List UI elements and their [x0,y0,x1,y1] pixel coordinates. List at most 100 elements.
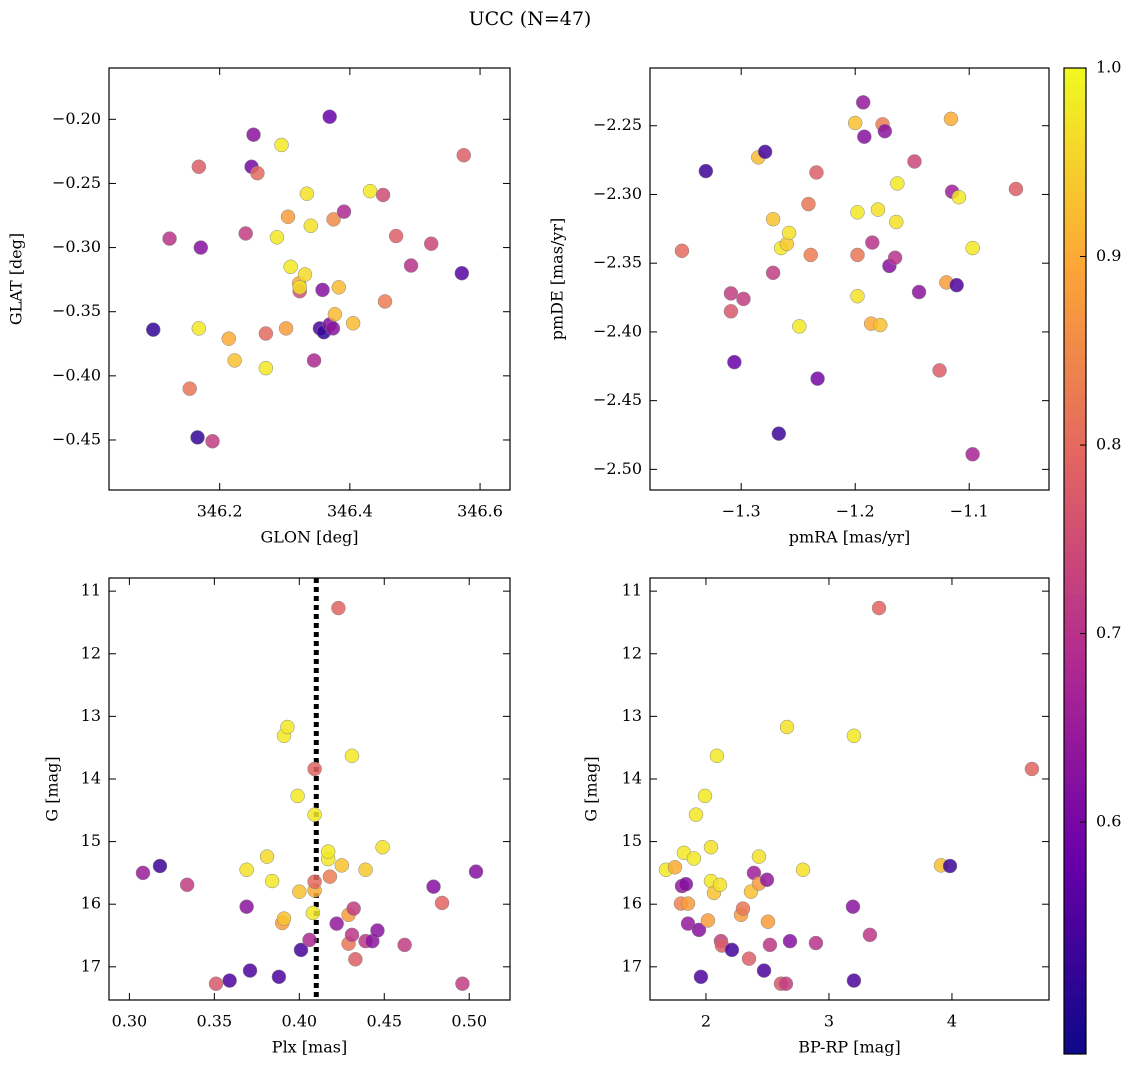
y-tick-label: −2.40 [593,321,642,340]
x-axis-label: BP-RP [mag] [798,1038,900,1057]
colorbar-swatch [1064,971,1086,981]
point [345,316,361,331]
colorbar-swatch [1064,503,1086,513]
colorbar-swatch [1064,511,1086,521]
point [727,354,742,370]
y-tick-label: 11 [81,581,101,600]
point [250,165,265,181]
colorbar-swatch [1064,799,1086,808]
colorbar-swatch [1064,980,1086,989]
y-tick-label: 17 [81,956,101,975]
colorbar-tick-label: 0.6 [1096,812,1121,831]
y-tick-label: 13 [622,706,642,725]
point [269,230,285,245]
colorbar-tick-label: 0.7 [1096,623,1121,642]
point [403,258,419,273]
point [302,932,317,948]
colorbar-swatch [1064,667,1086,677]
colorbar-swatch [1064,930,1086,940]
point [299,186,315,201]
point [293,942,309,958]
colorbar-swatch [1064,330,1086,340]
y-tick-label: 17 [622,956,642,975]
y-tick-label: 16 [622,894,642,913]
point [454,265,470,281]
point [871,600,887,616]
colorbar-swatch [1064,84,1086,94]
colorbar-frame [1063,67,1087,1055]
colorbar-swatch [1064,651,1086,661]
point [146,322,161,337]
point [801,196,816,212]
colorbar-swatch [1064,938,1086,948]
y-tick-label: 11 [622,581,642,600]
point [741,951,757,966]
colorbar-swatch [1064,659,1086,669]
point [778,976,794,991]
point [162,231,177,246]
colorbar-swatch [1064,306,1086,315]
point [205,434,220,449]
point [792,319,807,334]
colorbar-swatch [1064,199,1086,209]
colorbar-swatch [1064,733,1086,743]
colorbar-swatch [1064,68,1086,77]
colorbar-swatch [1064,947,1086,956]
point [809,165,824,180]
point [326,212,341,227]
y-tick-label: −0.25 [52,173,101,192]
point [397,937,412,953]
colorbar-swatch [1064,1037,1086,1047]
colorbar-swatch [1064,76,1086,85]
point [307,761,322,777]
y-tick-label: 16 [81,894,101,913]
colorbar-swatch [1064,634,1086,644]
colorbar-swatch [1064,528,1086,537]
point [943,111,959,127]
x-axis-label: Plx [mas] [272,1038,347,1057]
point [305,905,321,921]
colorbar-swatch [1064,782,1086,792]
axes-frame [108,67,511,491]
x-tick-label: 0.30 [112,1012,148,1031]
point [377,294,393,309]
point [456,147,472,163]
x-tick-label: 4 [947,1012,957,1031]
y-tick-label: 13 [81,706,101,725]
y-axis-label: G [mag] [43,756,62,821]
colorbar [1064,68,1086,1055]
colorbar-swatch [1064,577,1086,587]
colorbar-swatch [1064,626,1086,636]
point [686,851,702,866]
colorbar-swatch [1064,873,1086,882]
point [965,447,980,462]
colorbar-swatch [1064,544,1086,554]
point [271,969,287,985]
colorbar-swatch [1064,495,1086,504]
y-tick-label: −2.50 [593,459,642,478]
colorbar-swatch [1064,963,1086,973]
point [810,371,825,386]
axes-frame [649,67,1050,491]
colorbar-swatch [1064,1004,1086,1014]
y-tick-label: −0.45 [52,429,101,448]
colorbar-swatch [1064,643,1086,652]
point [191,159,207,175]
point [152,858,168,874]
colorbar-swatch [1064,240,1086,250]
x-tick-label: 346.4 [327,502,373,521]
point [329,916,344,931]
point [315,282,330,298]
point [239,899,254,914]
colorbar-swatch [1064,569,1086,578]
colorbar-swatch [1064,708,1086,718]
colorbar-swatch [1064,372,1086,381]
colorbar-swatch [1064,552,1086,562]
colorbar-swatch [1064,207,1086,217]
colorbar-swatch [1064,355,1086,365]
point [865,235,880,250]
colorbar-swatch [1064,823,1086,833]
point [239,862,254,878]
y-axis-label: GLAT [deg] [7,233,26,325]
x-tick-label: −1.1 [950,502,989,521]
